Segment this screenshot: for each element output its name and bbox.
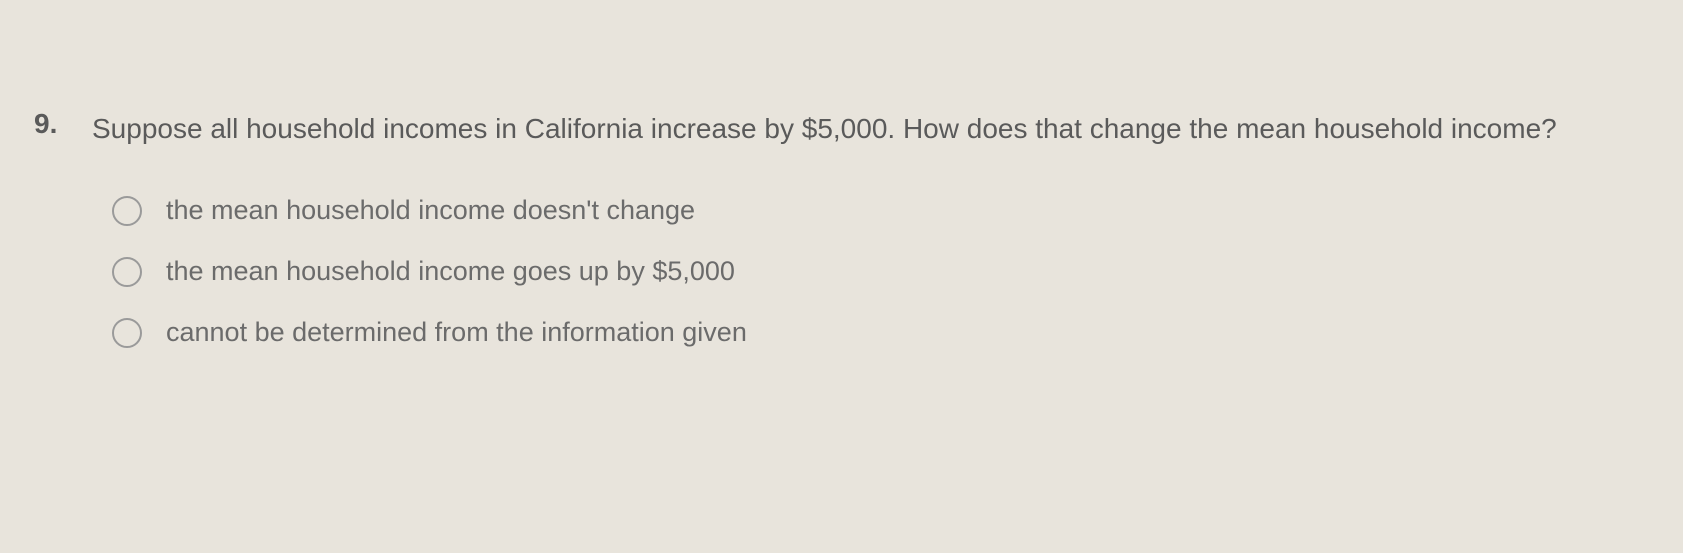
radio-icon[interactable] [112,196,142,226]
question-content: Suppose all household incomes in Califor… [92,108,1683,378]
options-list: the mean household income doesn't change… [92,195,1683,348]
option-item-3[interactable]: cannot be determined from the informatio… [112,317,1683,348]
radio-icon[interactable] [112,318,142,348]
option-label: cannot be determined from the informatio… [166,317,747,348]
option-item-1[interactable]: the mean household income doesn't change [112,195,1683,226]
option-label: the mean household income goes up by $5,… [166,256,735,287]
radio-icon[interactable] [112,257,142,287]
option-item-2[interactable]: the mean household income goes up by $5,… [112,256,1683,287]
question-text: Suppose all household incomes in Califor… [92,108,1683,150]
question-number: 9. [34,108,74,140]
question-container: 9. Suppose all household incomes in Cali… [34,108,1683,378]
option-label: the mean household income doesn't change [166,195,695,226]
